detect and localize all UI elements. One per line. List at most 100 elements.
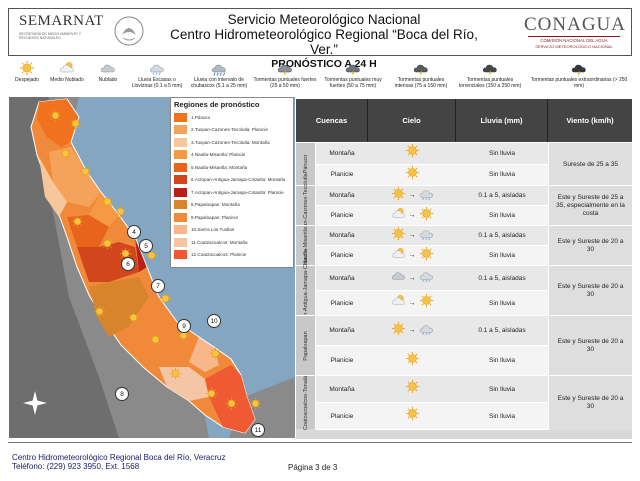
sun-icon: [419, 206, 434, 226]
page-number: Página 3 de 3: [288, 463, 338, 472]
region-legend-item: 7.Actopan-Antigua-Jamapa-Cotaxtla: Plani…: [174, 186, 290, 199]
region-color-swatch: [174, 225, 187, 235]
legend-item: Tormentas puntuales muy fuertes (50 a 75…: [318, 60, 388, 96]
basin-name: Pánuco: [302, 154, 309, 174]
region-legend-item: 10.Sierra Los Tuxtlas: [174, 224, 290, 237]
legend-item-label: Tormentas puntuales fuertes (25 a 50 mm): [253, 77, 317, 89]
drizzle-icon: [419, 186, 434, 206]
table-row: Montaña → 0.1 a 5, aisladas: [316, 316, 548, 346]
wind-forecast: Este y Sureste de 20 a 30: [548, 226, 632, 266]
wind-forecast: Sureste de 25 a 35: [548, 143, 632, 186]
header-cuencas: Cuencas: [296, 99, 368, 142]
region-marker: 11: [251, 423, 265, 437]
basin-name: Coatzacoalcos-Tonalá: [302, 375, 309, 430]
showers-icon: [209, 60, 229, 76]
weather-legend: Despejado Medio Nublado Nublado Lluvia Esca…: [8, 60, 632, 96]
table-row: Planicie Sin lluvia: [316, 164, 548, 186]
sun-icon: [419, 293, 434, 313]
region-name: 3.Tuxpan-Cazones-Tecolutla: Montaña: [191, 139, 270, 145]
legend-item-label: Tormentas puntuales muy fuertes (50 a 75…: [324, 77, 382, 89]
sky-condition: →: [368, 246, 456, 266]
sun-icon: [149, 333, 162, 351]
footer-phone: Teléfono: (229) 923 3950, Ext. 1568: [12, 462, 140, 471]
sun-icon: [405, 351, 420, 371]
region-legend-item: 6.Actopan-Antigua-Jamapa-Cotaxtla: Monta…: [174, 174, 290, 187]
table-row: Planicie → Sin lluvia: [316, 206, 548, 226]
rain-amount: Sin lluvia: [488, 357, 515, 364]
transition-arrow-icon: →: [408, 327, 416, 334]
table-row: Montaña → 0.1 a 5, aisladas: [316, 226, 548, 246]
sun-icon: [205, 387, 218, 405]
sun-icon: [169, 367, 182, 385]
region-marker: 6: [121, 257, 135, 271]
mexico-eagle-seal-icon: [114, 16, 144, 46]
region-color-swatch: [174, 187, 187, 197]
terrain-label: Planicie: [330, 171, 354, 179]
region-color-swatch: [174, 237, 187, 247]
regions-legend: Regiones de pronóstico 1.Pánuco 2.Tuxpan-…: [170, 97, 294, 268]
storm-strong-icon: [275, 60, 295, 76]
sky-condition: →: [368, 321, 456, 341]
rain-amount: Sin lluvia: [488, 149, 515, 157]
footer: Centro Hidrometeorológico Regional Boca …: [8, 442, 632, 478]
region-legend-item: 1.Pánuco: [174, 111, 290, 124]
table-row: Planicie → Sin lluvia: [316, 291, 548, 316]
region-name: 5.Nautla-Misantla: Montaña: [191, 164, 248, 170]
terrain-label: Montaña: [329, 149, 355, 157]
sun-icon: [391, 226, 406, 246]
legend-item-label: Despejado: [15, 77, 39, 83]
terrain-label: Montaña: [329, 232, 355, 239]
table-row: Planicie Sin lluvia: [316, 346, 548, 376]
partly-cloudy-icon: [391, 206, 406, 226]
sky-condition: →: [368, 226, 456, 246]
region-name: 1.Pánuco: [191, 114, 211, 120]
terrain-label: Planicie: [330, 212, 354, 219]
table-row: Planicie → Sin lluvia: [316, 246, 548, 266]
region-marker: 9: [177, 319, 191, 333]
basin-name-cell: Pánuco: [296, 143, 316, 185]
drizzle-icon: [147, 60, 167, 76]
legend-item: Despejado: [8, 60, 46, 96]
sky-condition: →: [368, 268, 456, 288]
region-legend-item: 12.Coatzacoalcos: Planicie: [174, 249, 290, 262]
region-marker: 5: [139, 239, 153, 253]
wind-forecast: Este y Sureste de 20 a 30: [548, 316, 632, 376]
sun-icon: [405, 379, 420, 399]
terrain-label: Montaña: [329, 385, 355, 393]
sun-icon: [419, 246, 434, 266]
legend-item-label: Nublado: [98, 77, 118, 83]
transition-arrow-icon: →: [408, 274, 416, 282]
region-name: 8.Papaloapan: Montaña: [191, 202, 240, 208]
region-color-swatch: [174, 150, 187, 160]
sun-icon: [114, 205, 127, 223]
rain-amount: 0.1 a 5, aisladas: [478, 192, 526, 199]
region-name: 4.Nautla-Misantla: Planicie: [191, 152, 246, 158]
partly-cloudy-icon: [391, 293, 406, 313]
header-cielo: Cielo: [368, 99, 456, 142]
region-name: 11.Coatzacoalcos: Montaña: [191, 239, 248, 245]
rain-amount: Sin lluvia: [488, 385, 515, 393]
rain-amount: Sin lluvia: [488, 171, 515, 179]
terrain-label: Planicie: [330, 357, 354, 364]
drizzle-icon: [419, 321, 434, 341]
region-color-swatch: [174, 175, 187, 185]
regions-legend-title: Regiones de pronóstico: [174, 100, 260, 109]
sun-icon: [101, 237, 114, 255]
region-color-swatch: [174, 250, 187, 260]
sky-condition: →: [368, 186, 456, 206]
sun-icon: [119, 247, 132, 265]
region-name: 10.Sierra Los Tuxtlas: [191, 227, 235, 233]
basin-name-cell: Coatzacoalcos-Tonalá: [296, 375, 316, 430]
sun-icon: [49, 109, 62, 127]
footer-center-name: Centro Hidrometeorológico Regional Boca …: [12, 453, 226, 462]
sky-condition: [368, 143, 456, 163]
transition-arrow-icon: →: [408, 232, 416, 239]
legend-item: Tormentas puntuales torrenciales (150 a …: [454, 60, 526, 96]
semarnat-logo-text: SEMARNAT: [19, 13, 104, 29]
header-viento: Viento (km/h): [566, 116, 614, 125]
region-marker: 10: [207, 314, 221, 328]
region-color-swatch: [174, 162, 187, 172]
transition-arrow-icon: →: [408, 192, 416, 199]
table-row: Montaña → 0.1 a 5, aisladas: [316, 186, 548, 206]
